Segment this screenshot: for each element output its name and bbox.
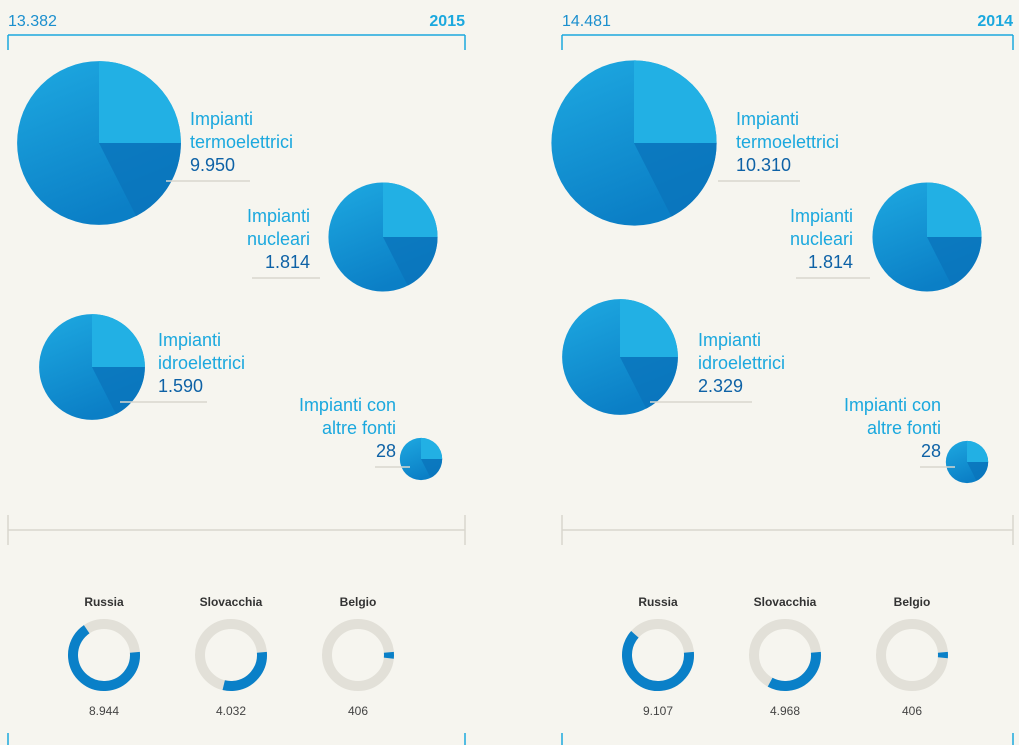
donut-arc — [622, 619, 694, 691]
donut-arc — [749, 619, 821, 691]
plant-label: altre fonti — [322, 418, 396, 438]
bubble-light — [421, 437, 443, 459]
bubble — [872, 182, 982, 292]
donut-track — [876, 619, 948, 691]
bubble-light — [99, 61, 181, 143]
bubble — [328, 182, 438, 292]
country-value: 4.968 — [770, 704, 800, 718]
plant-label: idroelettrici — [698, 353, 785, 373]
bubble-light — [634, 60, 717, 143]
plant-value: 28 — [921, 441, 941, 461]
donut-arc — [876, 619, 948, 691]
plant-label: nucleari — [790, 229, 853, 249]
year-label: 2015 — [429, 13, 465, 30]
donut-arc — [322, 619, 394, 691]
country-name: Russia — [84, 595, 124, 609]
plant-value: 1.814 — [265, 252, 310, 272]
country-name: Belgio — [894, 595, 931, 609]
country-value: 8.944 — [89, 704, 119, 718]
plant-label: termoelettrici — [736, 132, 839, 152]
plant-label: nucleari — [247, 229, 310, 249]
plant-label: Impianti con — [844, 395, 941, 415]
country-name: Slovacchia — [754, 595, 817, 609]
bubble-light — [92, 314, 145, 367]
year-label: 2014 — [977, 13, 1013, 30]
country-value: 4.032 — [216, 704, 246, 718]
plant-label: Impianti — [736, 109, 799, 129]
country-name: Belgio — [340, 595, 377, 609]
bubble-dark — [967, 462, 989, 481]
bubble — [39, 314, 145, 420]
plant-label: Impianti — [698, 330, 761, 350]
bubble — [551, 60, 717, 226]
bubble-light — [927, 182, 982, 237]
bubble — [399, 437, 443, 481]
bubble — [945, 440, 989, 484]
bubble — [562, 299, 678, 415]
country-name: Slovacchia — [200, 595, 263, 609]
plant-label: termoelettrici — [190, 132, 293, 152]
country-value: 406 — [902, 704, 922, 718]
total-label: 14.481 — [562, 13, 611, 30]
donut-track — [322, 619, 394, 691]
plant-value: 10.310 — [736, 155, 791, 175]
bubble-light — [620, 299, 678, 357]
plant-value: 9.950 — [190, 155, 235, 175]
plant-value: 1.590 — [158, 376, 203, 396]
bubble-dark — [927, 237, 982, 286]
bubble-light — [967, 440, 989, 462]
plant-label: idroelettrici — [158, 353, 245, 373]
bubble-light — [383, 182, 438, 237]
donut-arc — [68, 619, 140, 691]
plant-label: Impianti con — [299, 395, 396, 415]
plant-value: 28 — [376, 441, 396, 461]
bubble-dark — [99, 143, 181, 216]
bubble-dark — [421, 459, 443, 478]
plant-value: 1.814 — [808, 252, 853, 272]
plant-label: Impianti — [790, 206, 853, 226]
plant-label: Impianti — [247, 206, 310, 226]
donut-arc — [195, 619, 267, 691]
plant-value: 2.329 — [698, 376, 743, 396]
bubble-dark — [383, 237, 438, 286]
country-name: Russia — [638, 595, 678, 609]
country-value: 9.107 — [643, 704, 673, 718]
country-value: 406 — [348, 704, 368, 718]
bubble-dark — [634, 143, 717, 217]
bubble — [17, 61, 181, 225]
total-label: 13.382 — [8, 13, 57, 30]
plant-label: altre fonti — [867, 418, 941, 438]
bubble-dark — [620, 357, 678, 409]
plant-label: Impianti — [158, 330, 221, 350]
plant-label: Impianti — [190, 109, 253, 129]
bubble-dark — [92, 367, 145, 415]
